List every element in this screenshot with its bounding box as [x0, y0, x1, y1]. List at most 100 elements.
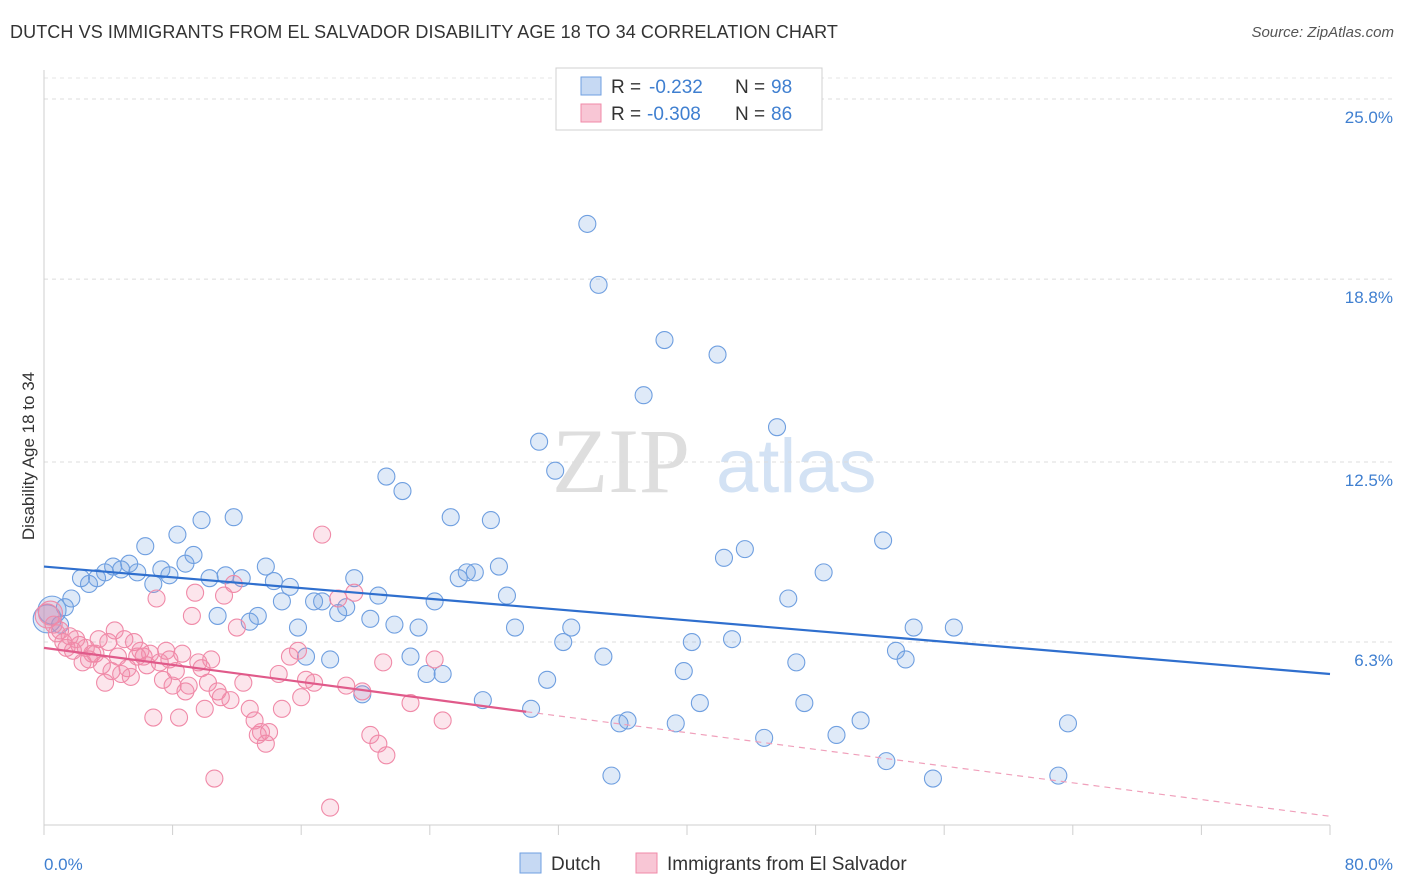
dutch-point — [345, 569, 364, 588]
el-salvador-point — [377, 746, 396, 765]
el-salvador-point — [401, 693, 420, 713]
el-salvador-trend-extension — [526, 711, 1331, 817]
x-tick-label: 0.0% — [44, 855, 83, 874]
el-salvador-point — [313, 525, 332, 544]
dutch-point — [184, 545, 203, 564]
dutch-point — [1058, 714, 1078, 733]
dutch-point — [594, 647, 613, 666]
el-salvador-point — [202, 650, 221, 669]
dutch-point — [192, 511, 211, 530]
dutch-point — [505, 618, 525, 637]
legend-n-value-1: 98 — [771, 77, 792, 98]
legend-n-label-1: N = — [735, 77, 765, 98]
el-salvador-point — [176, 682, 195, 701]
source-credit: Source: ZipAtlas.com — [1251, 24, 1394, 41]
dutch-point — [735, 540, 754, 559]
dutch-point — [441, 508, 460, 527]
dutch-point — [904, 618, 923, 637]
dutch-point — [288, 618, 308, 637]
y-tick-label: 25.0% — [1345, 108, 1393, 127]
dutch-points — [32, 214, 1078, 788]
el-salvador-point — [245, 711, 264, 730]
dutch-point — [787, 653, 806, 672]
dutch-point — [655, 331, 674, 350]
legend-swatch-dutch — [580, 76, 602, 96]
dutch-point — [767, 418, 787, 437]
dutch-point — [795, 693, 814, 713]
el-salvador-point — [51, 621, 70, 640]
dutch-point — [602, 766, 621, 785]
y-axis-label: Disability Age 18 to 34 — [19, 372, 38, 540]
el-salvador-trend-line — [43, 646, 527, 713]
dutch-point — [409, 618, 428, 637]
dutch-point — [814, 563, 833, 582]
dutch-point — [779, 589, 798, 608]
dutch-point — [546, 461, 565, 480]
el-salvador-point — [292, 688, 311, 707]
el-salvador-point — [240, 699, 259, 718]
el-salvador-point — [92, 656, 111, 675]
dutch-point — [851, 711, 870, 730]
dutch-point — [674, 662, 693, 681]
legend-n-value-2: 86 — [771, 104, 792, 125]
dutch-point — [944, 618, 963, 637]
dutch-point — [136, 537, 155, 556]
dutch-point — [62, 589, 81, 608]
dutch-point — [489, 557, 508, 576]
dutch-point — [530, 432, 549, 451]
dutch-point — [128, 563, 147, 582]
stats-legend: R = -0.232 N = 98 R = -0.308 N = 86 — [555, 67, 823, 131]
el-salvador-point — [337, 676, 356, 695]
dutch-point — [160, 566, 179, 585]
dutch-point — [208, 606, 227, 625]
el-salvador-point — [256, 734, 275, 753]
dutch-point — [248, 606, 267, 625]
dutch-point — [425, 592, 444, 611]
tick-labels: 6.3% 12.5% 18.8% 25.0% 0.0% 80.0% — [44, 108, 1393, 874]
dutch-point — [481, 511, 500, 530]
dutch-point — [168, 525, 187, 544]
el-salvador-point — [153, 670, 173, 689]
el-salvador-point — [425, 650, 444, 669]
el-salvador-point — [329, 589, 348, 608]
series-legend-el-salvador: Immigrants from El Salvador — [667, 854, 907, 875]
legend-swatch-el-salvador — [580, 103, 602, 123]
dutch-point — [714, 548, 734, 567]
legend-r-label-2: R = — [611, 104, 641, 125]
legend-n-label-2: N = — [735, 104, 765, 125]
dutch-point — [377, 467, 396, 486]
dutch-trend-line — [43, 565, 1331, 676]
series-legend-swatch-dutch — [519, 852, 542, 874]
el-salvador-point — [34, 603, 60, 629]
dutch-point — [896, 650, 915, 669]
el-salvador-point — [433, 711, 452, 730]
el-salvador-points — [34, 525, 452, 817]
el-salvador-point — [186, 583, 205, 602]
el-salvador-point — [173, 644, 192, 663]
dutch-point — [538, 670, 557, 689]
el-salvador-point — [272, 699, 291, 718]
dutch-point — [361, 609, 380, 628]
el-salvador-point — [121, 667, 140, 686]
x-tick-label: 80.0% — [1345, 855, 1393, 874]
dutch-point — [877, 752, 896, 771]
el-salvador-point — [147, 589, 166, 608]
dutch-point — [708, 345, 727, 364]
el-salvador-point — [208, 682, 227, 701]
el-salvador-point — [321, 798, 340, 817]
el-salvador-point — [37, 600, 63, 626]
dutch-point — [256, 557, 275, 576]
dutch-point — [465, 563, 484, 582]
dutch-point — [923, 769, 942, 788]
el-salvador-point — [259, 723, 279, 742]
el-salvador-point — [169, 708, 189, 727]
series-legend-dutch: Dutch — [551, 854, 601, 875]
trend-lines — [43, 565, 1331, 817]
dutch-point — [224, 508, 243, 527]
dutch-point — [393, 482, 412, 501]
dutch-point — [522, 699, 541, 718]
dutch-point — [666, 714, 685, 733]
el-salvador-point — [234, 673, 253, 692]
el-salvador-point — [179, 676, 198, 695]
el-salvador-point — [288, 641, 308, 660]
